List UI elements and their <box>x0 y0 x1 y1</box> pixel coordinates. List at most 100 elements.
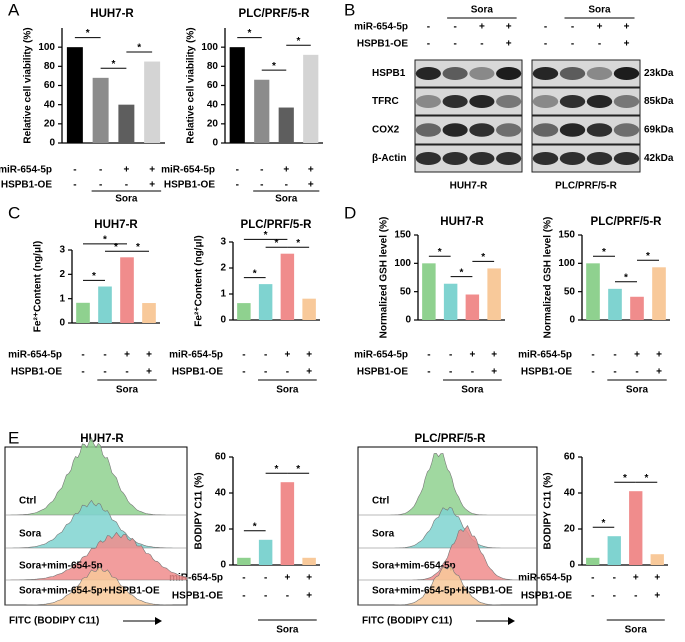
treatment-sign: - <box>598 39 601 50</box>
y-tick-label: 150 <box>558 230 575 241</box>
blot-band <box>442 123 468 137</box>
y-tick-label: 0 <box>59 318 65 329</box>
treatment-sign: - <box>81 367 84 378</box>
y-axis-label: Relative cell viability (%) <box>23 27 34 143</box>
bar <box>258 284 273 320</box>
treatment-sign: - <box>544 39 547 50</box>
group-label: Sora <box>116 385 139 396</box>
y-tick-label: 0 <box>49 138 55 149</box>
protein-label: TFRC <box>372 96 399 107</box>
blot-band <box>532 67 559 80</box>
y-tick-label: 60 <box>207 80 219 91</box>
flow-group-label: Sora+mim-654-5p+HSPB1-OE <box>372 586 513 597</box>
y-tick-label: 40 <box>215 488 227 499</box>
protein-label: COX2 <box>372 125 400 136</box>
treatment-sign: - <box>242 591 245 602</box>
significance-label: * <box>296 238 300 249</box>
treatment-sign: - <box>449 350 452 361</box>
treatment-sign: + <box>124 350 130 361</box>
treatment-sign: - <box>81 350 84 361</box>
y-axis-label: Relative cell viability (%) <box>186 27 197 143</box>
treatment-label: HSPB1-OE <box>357 39 408 50</box>
blot-band <box>496 123 522 137</box>
treatment-sign: - <box>286 367 289 378</box>
significance-label: * <box>602 518 606 529</box>
bar <box>92 77 109 143</box>
bar <box>142 303 156 323</box>
y-tick-label: 60 <box>564 452 576 463</box>
blot-band <box>415 123 441 137</box>
treatment-label: miR-654-5p <box>518 350 572 361</box>
treatment-sign: + <box>149 180 155 191</box>
flow-group-label: Sora+mim-654-5p+HSPB1-OE <box>19 586 160 597</box>
treatment-sign: + <box>306 573 312 584</box>
y-tick-label: 100 <box>394 258 411 269</box>
treatment-sign: - <box>427 39 430 50</box>
treatment-sign: + <box>284 573 290 584</box>
y-axis-label: Fe²⁺Content (ng/μl) <box>33 241 44 332</box>
group-label: Sora <box>588 5 611 16</box>
treatment-sign: - <box>99 165 102 176</box>
treatment-sign: - <box>125 180 128 191</box>
blot-band <box>613 67 640 80</box>
treatment-sign: - <box>453 22 456 33</box>
treatment-sign: - <box>634 591 637 602</box>
bar <box>278 107 294 143</box>
blot-band <box>496 95 522 108</box>
cell-line-label: PLC/PRF/5-R <box>555 181 617 192</box>
treatment-sign: + <box>656 350 662 361</box>
flow-group-label: Ctrl <box>372 496 389 507</box>
treatment-label: miR-654-5p <box>161 165 215 176</box>
flow-group-label: Ctrl <box>19 496 36 507</box>
flow-histogram <box>358 565 537 606</box>
treatment-sign: + <box>491 367 497 378</box>
treatment-label: HSPB1-OE <box>164 180 215 191</box>
protein-size: 85kDa <box>644 96 674 107</box>
chart-title: PLC/PRF/5-R <box>591 216 663 228</box>
flow-title: PLC/PRF/5-R <box>415 433 487 445</box>
treatment-sign: - <box>591 367 594 378</box>
y-tick-label: 1 <box>220 289 226 300</box>
treatment-sign: - <box>73 180 76 191</box>
chart-title: HUH7-R <box>440 216 484 228</box>
bar <box>303 54 319 144</box>
treatment-label: HSPB1-OE <box>521 367 572 378</box>
panel-label: C <box>8 203 20 222</box>
flow-x-label: FITC (BODIPY C11) <box>362 616 452 627</box>
treatment-sign: - <box>613 591 616 602</box>
treatment-sign: + <box>146 350 152 361</box>
bar <box>120 257 134 323</box>
flow-histogram <box>5 531 188 581</box>
significance-label: * <box>275 464 279 475</box>
treatment-sign: - <box>427 350 430 361</box>
treatment-label: HSPB1-OE <box>172 367 223 378</box>
treatment-label: miR-654-5p <box>8 350 62 361</box>
treatment-sign: - <box>242 367 245 378</box>
blot-band <box>496 152 522 165</box>
protein-label: HSPB1 <box>372 68 406 79</box>
significance-label: * <box>645 473 649 484</box>
treatment-sign: - <box>480 39 483 50</box>
y-axis-label: Fe²⁺Content (ng/μl) <box>194 235 205 326</box>
treatment-sign: - <box>571 22 574 33</box>
blot-band <box>496 67 522 80</box>
y-tick-label: 100 <box>558 258 575 269</box>
y-tick-label: 50 <box>400 286 412 297</box>
y-tick-label: 20 <box>215 524 227 535</box>
bar <box>144 61 161 143</box>
treatment-sign: - <box>236 165 239 176</box>
blot-band <box>586 95 613 108</box>
blot-band <box>613 152 640 165</box>
y-tick-label: 40 <box>44 99 56 110</box>
treatment-label: miR-654-5p <box>354 22 408 33</box>
blot-band <box>442 67 468 80</box>
treatment-sign: - <box>264 591 267 602</box>
y-tick-label: 50 <box>564 286 576 297</box>
group-label: Sora <box>461 385 484 396</box>
chart-title: HUH7-R <box>90 8 134 20</box>
bar <box>237 303 251 320</box>
flow-x-label: FITC (BODIPY C11) <box>9 616 99 627</box>
blot-band <box>559 67 586 80</box>
treatment-sign: + <box>624 39 630 50</box>
